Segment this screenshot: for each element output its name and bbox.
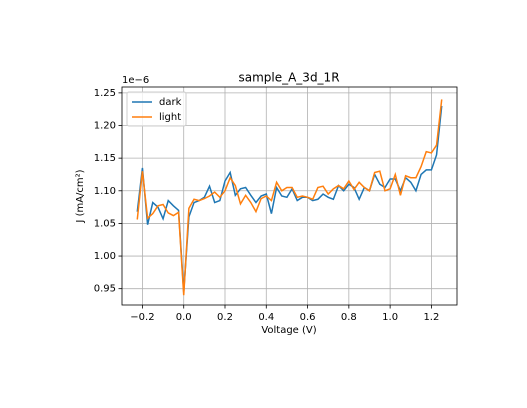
x-tick-label: 1.2 — [423, 312, 439, 323]
y-tick-label: 0.95 — [94, 284, 116, 295]
x-tick-label: 0.0 — [176, 312, 192, 323]
data-line — [136, 99, 443, 296]
x-axis-label: Voltage (V) — [261, 325, 316, 336]
y-axis-label: J (mA/cm²) — [75, 169, 86, 223]
x-tick-label: 0.2 — [217, 312, 233, 323]
y-tick-label: 1.20 — [94, 121, 116, 132]
x-tick-label: −0.2 — [130, 312, 154, 323]
data-line — [136, 105, 443, 292]
chart-title: sample_A_3d_1R — [238, 71, 339, 85]
x-tick-label: 1.0 — [382, 312, 398, 323]
x-tick-label: 0.4 — [258, 312, 274, 323]
y-tick-label: 1.25 — [94, 88, 116, 99]
y-tick-label: 1.05 — [94, 218, 116, 229]
y-offset-label: 1e−6 — [122, 75, 149, 86]
plot-frame — [121, 86, 458, 306]
y-tick-label: 1.00 — [94, 251, 116, 262]
x-tick-label: 0.6 — [300, 312, 316, 323]
legend-label: dark — [159, 97, 182, 108]
x-tick-label: 0.8 — [341, 312, 357, 323]
y-tick-label: 1.10 — [94, 186, 116, 197]
y-tick-label: 1.15 — [94, 153, 116, 164]
legend-label: light — [159, 112, 181, 123]
